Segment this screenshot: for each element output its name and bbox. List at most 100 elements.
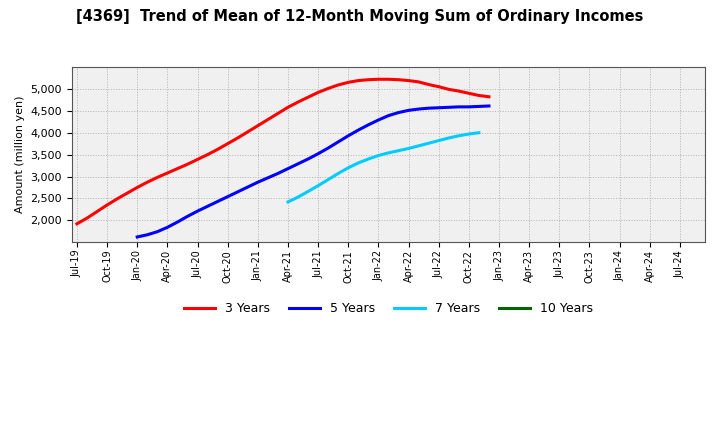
7 Years (394, 148, 402, 153)
3 Years (374, 77, 383, 82)
3 Years (274, 111, 282, 116)
3 Years (143, 180, 152, 185)
3 Years (253, 123, 262, 128)
5 Years (133, 235, 142, 240)
5 Years (223, 194, 232, 199)
7 Years (474, 130, 483, 136)
7 Years (374, 153, 383, 158)
5 Years (384, 113, 393, 118)
3 Years (364, 77, 373, 82)
5 Years (213, 199, 222, 204)
3 Years (223, 141, 232, 147)
5 Years (485, 103, 493, 109)
3 Years (424, 82, 433, 87)
3 Years (123, 191, 132, 196)
5 Years (394, 110, 402, 115)
7 Years (414, 143, 423, 148)
5 Years (274, 171, 282, 176)
3 Years (203, 152, 212, 157)
3 Years (444, 87, 453, 92)
3 Years (83, 216, 91, 221)
3 Years (103, 202, 112, 208)
3 Years (344, 80, 353, 85)
3 Years (454, 88, 463, 94)
3 Years (404, 78, 413, 83)
Line: 3 Years: 3 Years (77, 79, 489, 224)
7 Years (284, 199, 292, 205)
5 Years (183, 214, 192, 219)
3 Years (434, 84, 443, 89)
5 Years (264, 175, 272, 180)
5 Years (454, 104, 463, 110)
Y-axis label: Amount (million yen): Amount (million yen) (15, 96, 25, 213)
3 Years (414, 79, 423, 84)
3 Years (183, 161, 192, 167)
3 Years (73, 221, 81, 227)
3 Years (284, 105, 292, 110)
5 Years (173, 220, 181, 225)
7 Years (294, 194, 302, 200)
3 Years (193, 157, 202, 162)
3 Years (213, 147, 222, 152)
3 Years (354, 78, 363, 83)
5 Years (444, 105, 453, 110)
5 Years (203, 204, 212, 209)
3 Years (334, 82, 343, 88)
5 Years (414, 106, 423, 112)
5 Years (354, 128, 363, 133)
7 Years (324, 177, 333, 182)
7 Years (304, 189, 312, 194)
7 Years (444, 136, 453, 141)
5 Years (464, 104, 473, 110)
3 Years (314, 90, 323, 95)
5 Years (344, 133, 353, 139)
3 Years (384, 77, 393, 82)
3 Years (324, 86, 333, 91)
3 Years (163, 170, 171, 176)
3 Years (485, 94, 493, 99)
5 Years (324, 145, 333, 150)
3 Years (394, 77, 402, 82)
3 Years (133, 185, 142, 190)
3 Years (173, 166, 181, 171)
7 Years (384, 150, 393, 155)
3 Years (294, 99, 302, 105)
3 Years (304, 95, 312, 100)
7 Years (404, 146, 413, 151)
5 Years (474, 104, 483, 109)
5 Years (294, 161, 302, 166)
Text: [4369]  Trend of Mean of 12-Month Moving Sum of Ordinary Incomes: [4369] Trend of Mean of 12-Month Moving … (76, 9, 644, 24)
3 Years (113, 196, 122, 202)
3 Years (233, 136, 242, 141)
5 Years (364, 122, 373, 128)
5 Years (153, 229, 162, 235)
Line: 7 Years: 7 Years (288, 133, 479, 202)
7 Years (344, 165, 353, 170)
5 Years (314, 151, 323, 156)
7 Years (334, 171, 343, 176)
7 Years (354, 160, 363, 165)
5 Years (163, 225, 171, 230)
5 Years (374, 117, 383, 123)
3 Years (93, 209, 102, 214)
7 Years (434, 138, 443, 143)
3 Years (153, 175, 162, 180)
3 Years (243, 129, 252, 135)
Legend: 3 Years, 5 Years, 7 Years, 10 Years: 3 Years, 5 Years, 7 Years, 10 Years (179, 297, 598, 320)
7 Years (314, 183, 323, 188)
5 Years (243, 184, 252, 190)
5 Years (193, 209, 202, 214)
3 Years (264, 117, 272, 122)
7 Years (364, 156, 373, 161)
7 Years (424, 141, 433, 146)
5 Years (253, 180, 262, 185)
3 Years (464, 91, 473, 96)
Line: 5 Years: 5 Years (138, 106, 489, 237)
5 Years (284, 166, 292, 171)
5 Years (304, 156, 312, 161)
5 Years (404, 108, 413, 113)
5 Years (424, 106, 433, 111)
7 Years (454, 133, 463, 139)
5 Years (233, 189, 242, 194)
5 Years (334, 139, 343, 145)
